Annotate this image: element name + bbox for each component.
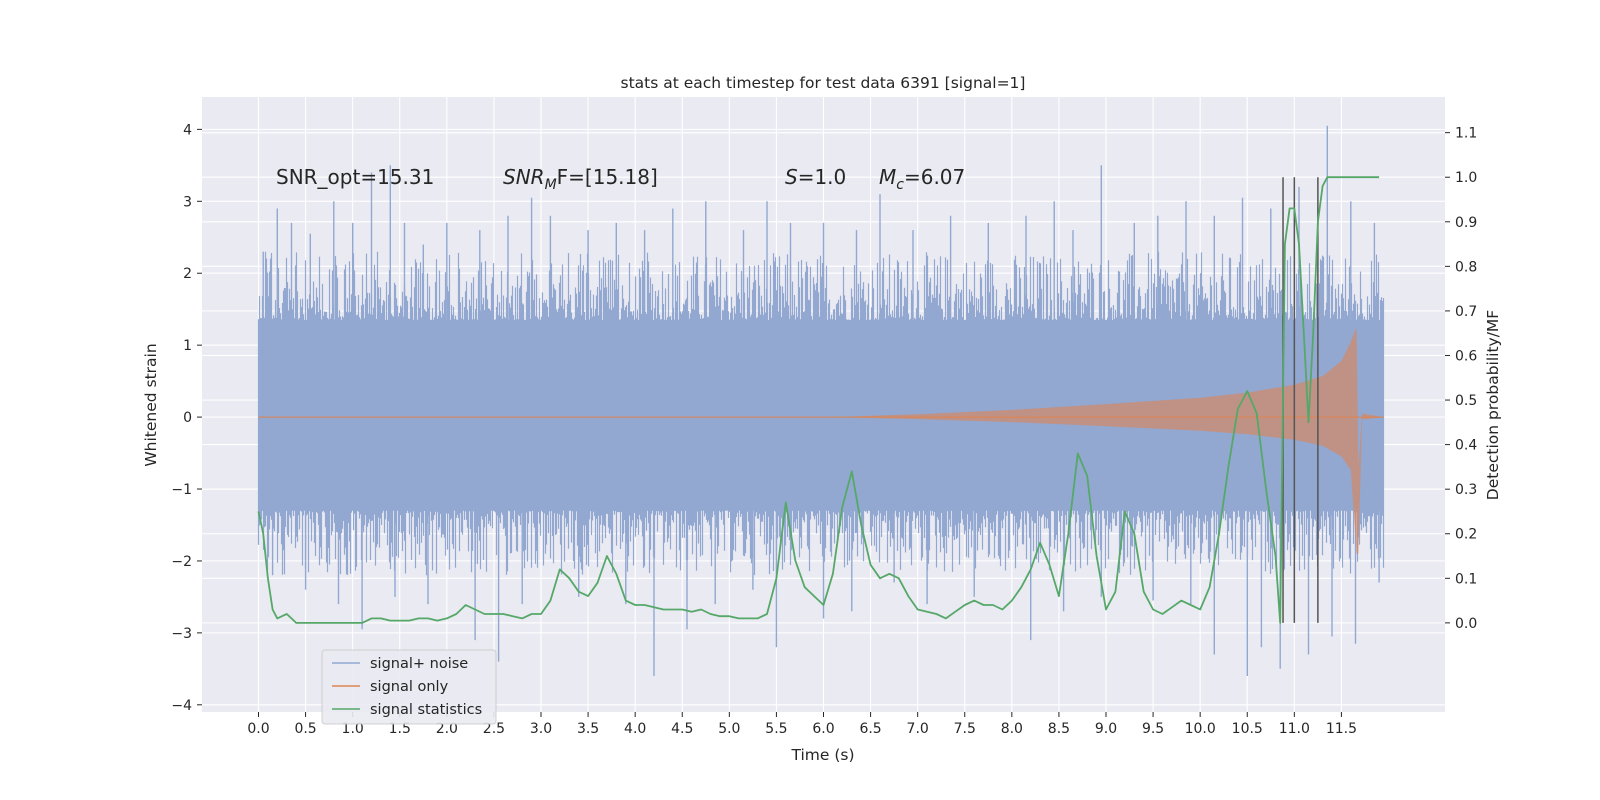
y2-tick-label: 0.6 [1455, 348, 1477, 364]
x-tick-label: 5.5 [765, 721, 787, 737]
s-symbol: S [785, 165, 798, 189]
x-tick-label: 8.5 [1048, 721, 1070, 737]
y-tick-label: −1 [171, 482, 192, 498]
x-tick-label: 6.0 [812, 721, 834, 737]
chart-title: stats at each timestep for test data 639… [621, 74, 1026, 92]
x-tick-label: 11.5 [1326, 721, 1357, 737]
x-tick-label: 9.5 [1142, 721, 1164, 737]
x-tick-label: 3.0 [530, 721, 552, 737]
x-tick-label: 4.5 [671, 721, 693, 737]
x-tick-label: 8.0 [1001, 721, 1023, 737]
legend-box [321, 649, 497, 725]
y2-tick-label: 1.0 [1455, 170, 1477, 186]
y2-tick-label: 0.8 [1455, 259, 1477, 275]
y2-tick-label: 0.7 [1455, 304, 1477, 320]
y2-tick-label: 0.1 [1455, 571, 1477, 587]
annotation-mc: Mc=6.07 [879, 165, 965, 193]
y-tick-label: 0 [183, 410, 192, 426]
mc-symbol: M [879, 165, 896, 189]
x-axis-label: Time (s) [790, 746, 854, 764]
legend: signal+ noise signal only signal statist… [321, 649, 497, 725]
y2-axis-label: Detection probability/MF [1484, 310, 1502, 501]
y2-tick-label: 0.5 [1455, 393, 1477, 409]
s-value: =1.0 [798, 165, 847, 189]
legend-label-signal-statistics: signal statistics [370, 702, 482, 718]
y-tick-label: −3 [171, 626, 192, 642]
x-tick-label: 9.0 [1095, 721, 1117, 737]
x-tick-label: 11.0 [1279, 721, 1310, 737]
x-tick-label: 2.0 [436, 721, 458, 737]
x-tick-label: 1.5 [389, 721, 411, 737]
legend-label-signal-only: signal only [370, 679, 449, 695]
y2-tick-label: 0.0 [1455, 616, 1477, 632]
y-axis-ticks: 4 3 2 1 0 −1 −2 −3 −4 [171, 122, 202, 714]
x-tick-label: 10.0 [1185, 721, 1216, 737]
series-signal-only [258, 327, 1384, 554]
series-signal-statistics [257, 176, 1380, 624]
snr-mf-rest: F=[15.18] [557, 165, 658, 189]
y-tick-label: −4 [171, 698, 192, 714]
y2-axis-ticks: 1.1 1.0 0.9 0.8 0.7 0.6 0.5 0.4 0.3 0.2 0.1 0.0 [1445, 126, 1477, 632]
x-tick-label: 0.5 [294, 721, 316, 737]
mc-value: =6.07 [904, 165, 965, 189]
x-tick-label: 5.0 [718, 721, 740, 737]
x-tick-label: 4.0 [624, 721, 646, 737]
x-tick-label: 3.5 [577, 721, 599, 737]
x-tick-label: 1.0 [342, 721, 364, 737]
annotation-s: S=1.0 [785, 165, 846, 189]
y2-tick-label: 0.3 [1455, 482, 1477, 498]
y-tick-label: 1 [183, 338, 192, 354]
noise-peaks [262, 125, 1380, 676]
legend-label-signal-noise: signal+ noise [370, 656, 468, 672]
y-tick-label: 4 [183, 122, 192, 138]
x-tick-label: 6.5 [859, 721, 881, 737]
x-tick-label: 0.0 [247, 721, 269, 737]
y-tick-label: −2 [171, 554, 192, 570]
y2-tick-label: 0.9 [1455, 215, 1477, 231]
y-tick-label: 2 [183, 266, 192, 282]
y2-tick-label: 0.4 [1455, 438, 1477, 454]
annotation-snr-mf: SNRMF=[15.18] [503, 165, 658, 193]
annotation-snr-opt: SNR_opt=15.31 [276, 165, 434, 189]
mc-sub: c [896, 177, 904, 193]
x-tick-label: 10.5 [1232, 721, 1263, 737]
x-tick-label: 7.0 [907, 721, 929, 737]
x-tick-label: 2.5 [483, 721, 505, 737]
snr-mf-base: SNR [503, 165, 545, 189]
y2-tick-label: 1.1 [1455, 126, 1477, 142]
stats-line [257, 176, 1380, 624]
x-tick-label: 7.5 [954, 721, 976, 737]
x-axis-ticks: 0.0 0.5 1.0 1.5 2.0 2.5 3.0 3.5 4.0 4.5 5.0 5.5 6.0 6… [247, 712, 1357, 737]
y-tick-label: 3 [183, 194, 192, 210]
y-axis-label: Whitened strain [142, 343, 160, 466]
y2-tick-label: 0.2 [1455, 527, 1477, 543]
snr-mf-sub: M [545, 177, 557, 193]
